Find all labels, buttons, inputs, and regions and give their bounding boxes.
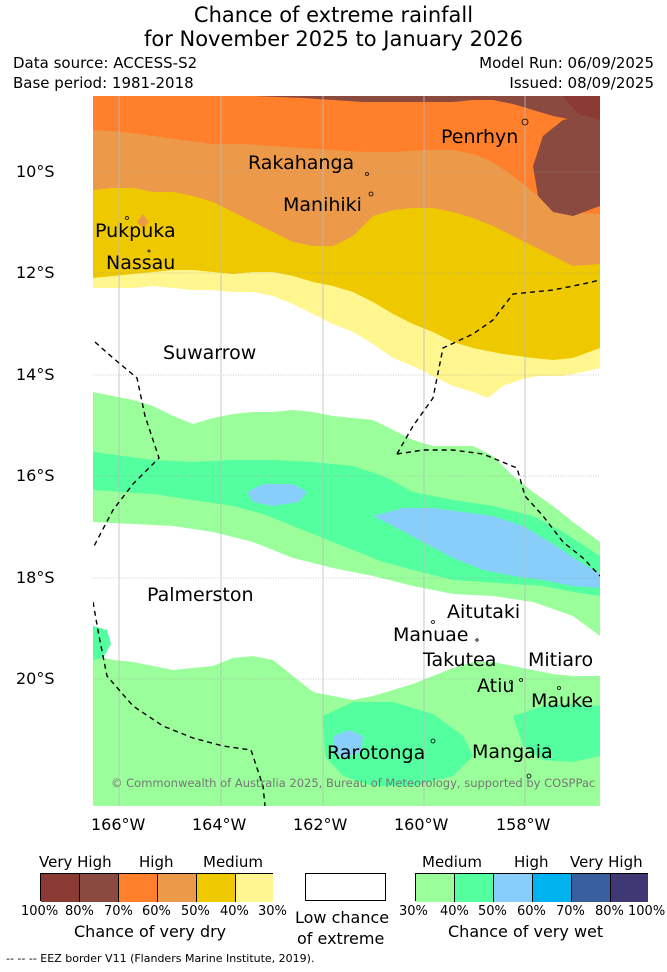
dry-legend-swatch xyxy=(158,874,197,902)
lon-tick-label: 162°W xyxy=(293,815,348,834)
lon-tick-label: 166°W xyxy=(91,815,146,834)
wet-50-big xyxy=(373,508,600,588)
wet-legend-swatch xyxy=(494,874,533,902)
wet-50-raro xyxy=(333,730,363,758)
wet-legend-label: High xyxy=(514,853,549,871)
low-chance-swatch xyxy=(305,873,386,901)
wet-legend-percent: 50% xyxy=(478,904,507,919)
lat-tick-label: 18°S xyxy=(16,568,55,587)
dry-legend-percent: 50% xyxy=(181,904,210,919)
wet-legend-label: Medium xyxy=(422,853,482,871)
place-label-mangaia: Mangaia xyxy=(472,741,553,763)
low-chance-caption-line2: of extreme xyxy=(297,929,385,948)
wet-40-se xyxy=(513,704,600,762)
dry-legend-swatch xyxy=(197,874,236,902)
dry-legend-swatch xyxy=(236,874,273,902)
lat-tick-label: 20°S xyxy=(16,669,55,688)
wet-legend-swatch xyxy=(533,874,572,902)
lat-tick-label: 16°S xyxy=(16,466,55,485)
map-title-line1: Chance of extreme rainfall xyxy=(193,3,474,27)
lat-gridlines xyxy=(93,171,600,680)
place-label-rarotonga: Rarotonga xyxy=(327,742,426,764)
data-source-label: Data source: ACCESS-S2 xyxy=(13,54,198,72)
place-label-takutea: Takutea xyxy=(423,649,497,671)
dry-legend-label: High xyxy=(139,853,174,871)
place-label-palmerston: Palmerston xyxy=(147,584,254,606)
dry-80-dark xyxy=(563,96,600,120)
dry-legend-swatch xyxy=(41,874,80,902)
eez-border xyxy=(93,279,600,806)
dry-70-region xyxy=(253,96,600,124)
place-label-penrhyn: Penrhyn xyxy=(441,126,519,148)
dry-legend-swatch xyxy=(119,874,158,902)
dry-legend-percent: 100% xyxy=(21,904,59,919)
place-label-pukpuka: Pukpuka xyxy=(95,220,176,242)
wet-legend-label: Very High xyxy=(570,853,643,871)
island-markers xyxy=(125,118,561,779)
wet-legend-percent: 40% xyxy=(440,904,469,919)
dry-legend-percent: 40% xyxy=(220,904,249,919)
lon-gridlines xyxy=(118,96,526,806)
place-label-nassau: Nassau xyxy=(106,252,176,274)
wet-legend-percent: 80% xyxy=(595,904,624,919)
lon-tick-label: 160°W xyxy=(394,815,449,834)
lat-tick-label: 10°S xyxy=(16,162,55,181)
low-chance-caption-line1: Low chance xyxy=(295,908,390,927)
base-period-label: Base period: 1981-2018 xyxy=(13,74,194,92)
dry-60-region xyxy=(93,96,600,214)
place-label-manuae: Manuae xyxy=(393,624,469,646)
wet-legend-percent: 60% xyxy=(517,904,546,919)
lat-tick-label: 14°S xyxy=(16,365,55,384)
dry-legend-colorbar xyxy=(40,873,273,902)
lon-tick-label: 164°W xyxy=(192,815,247,834)
dry-legend-percent: 80% xyxy=(65,904,94,919)
rainfall-map-svg xyxy=(93,96,600,806)
lat-tick-label: 12°S xyxy=(16,263,55,282)
dry-legend-caption: Chance of very dry xyxy=(74,922,227,941)
issued-label: Issued: 08/09/2025 xyxy=(509,74,654,92)
dry-legend-percent: 60% xyxy=(142,904,171,919)
place-label-aitutaki: Aitutaki xyxy=(447,601,521,623)
wet-legend-percent: 30% xyxy=(399,904,428,919)
copyright-notice: © Commonwealth of Australia 2025, Bureau… xyxy=(111,776,596,790)
place-label-manihiki: Manihiki xyxy=(283,194,362,216)
wet-40-south xyxy=(323,702,473,786)
wet-legend-swatch xyxy=(455,874,494,902)
wet-legend-colorbar xyxy=(415,873,648,902)
pukapuka-dry-spot xyxy=(137,214,149,228)
dry-legend-percent: 70% xyxy=(104,904,133,919)
dry-legend-label: Very High xyxy=(39,853,112,871)
eez-footnote: -- -- -- EEZ border V11 (Flanders Marine… xyxy=(6,952,315,965)
rainfall-map xyxy=(93,96,600,806)
place-label-mitiaro: Mitiaro xyxy=(528,649,594,671)
wet-legend-swatch xyxy=(611,874,648,902)
wet-40-west xyxy=(93,626,111,660)
wet-legend-swatch xyxy=(416,874,455,902)
map-title-line2: for November 2025 to January 2026 xyxy=(143,27,524,51)
wet-50-small xyxy=(247,484,307,506)
dry-80-region xyxy=(533,112,600,216)
place-label-atiu: Atiu xyxy=(477,675,515,697)
dry-legend-percent: 30% xyxy=(258,904,287,919)
place-label-mauke: Mauke xyxy=(531,690,594,712)
model-run-label: Model Run: 06/09/2025 xyxy=(479,54,654,72)
dry-legend-label: Medium xyxy=(203,853,263,871)
wet-legend-caption: Chance of very wet xyxy=(448,922,604,941)
place-label-suwarrow: Suwarrow xyxy=(163,342,257,364)
wet-legend-swatch xyxy=(572,874,611,902)
wet-legend-percent: 100% xyxy=(628,904,666,919)
place-label-rakahanga: Rakahanga xyxy=(248,152,355,174)
wet-legend-percent: 70% xyxy=(556,904,585,919)
lon-tick-label: 158°W xyxy=(496,815,551,834)
dry-legend-swatch xyxy=(80,874,119,902)
